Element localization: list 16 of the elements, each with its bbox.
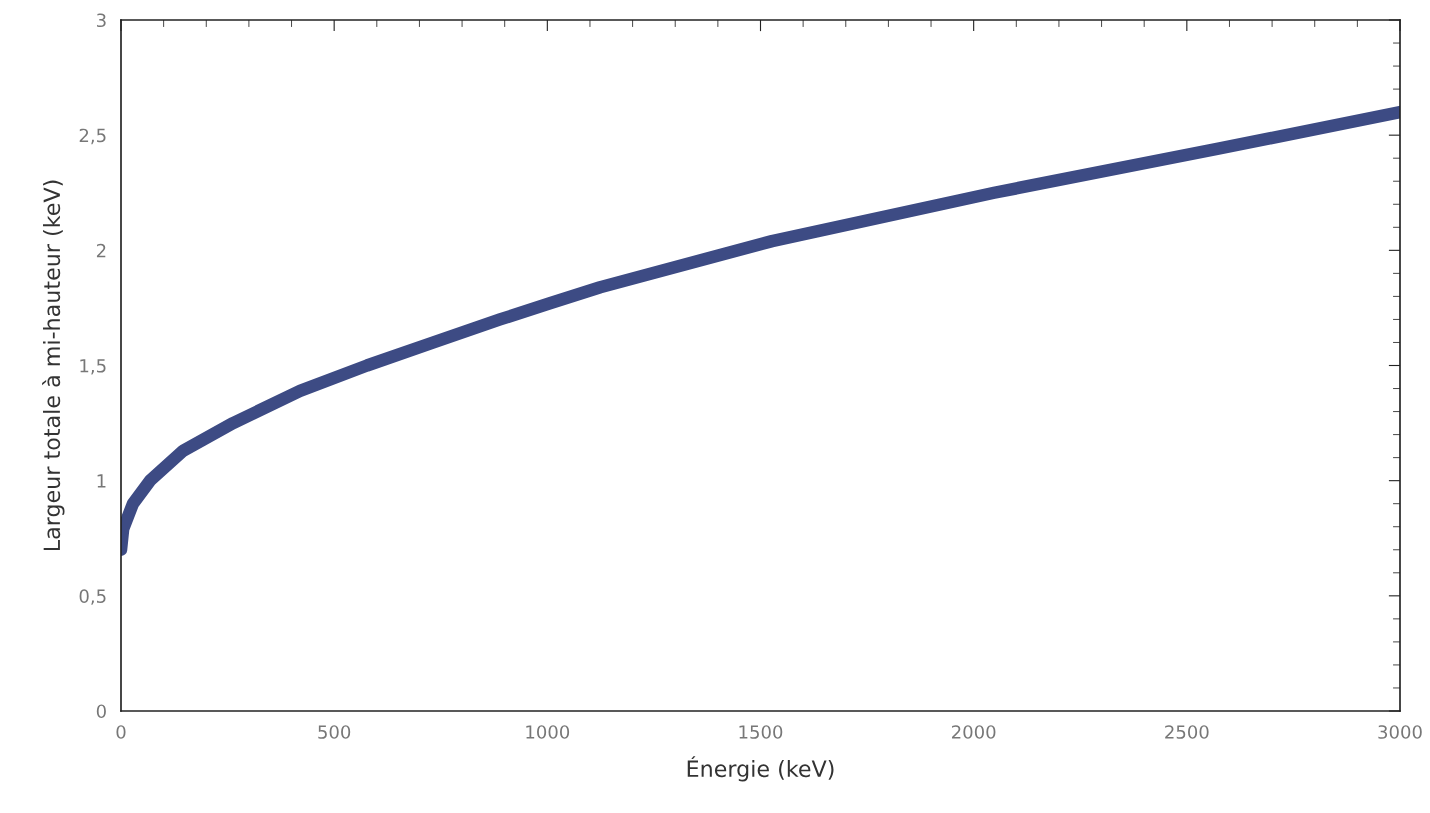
y-tick-label: 0,5: [79, 589, 106, 605]
x-tick-label: 2500: [1165, 725, 1209, 739]
x-tick-label: 2000: [952, 725, 996, 739]
x-axis-title: Énergie (keV): [687, 756, 834, 782]
y-tick-label: 2,5: [79, 128, 106, 145]
y-tick-label: 1: [97, 474, 106, 488]
y-tick-label: 1,5: [80, 359, 106, 375]
y-axis-title: Largeur totale à mi-hauteur (keV): [42, 180, 65, 551]
y-tick-label: 3: [97, 13, 106, 28]
y-tick-label: 0: [96, 704, 106, 719]
x-tick-label: 1500: [739, 725, 783, 739]
y-tick-label: 2: [96, 243, 106, 258]
x-tick-label: 500: [318, 725, 351, 739]
x-tick-label: 1000: [526, 725, 570, 739]
x-tick-label: 0: [116, 725, 126, 739]
x-tick-label: 3000: [1378, 725, 1422, 739]
